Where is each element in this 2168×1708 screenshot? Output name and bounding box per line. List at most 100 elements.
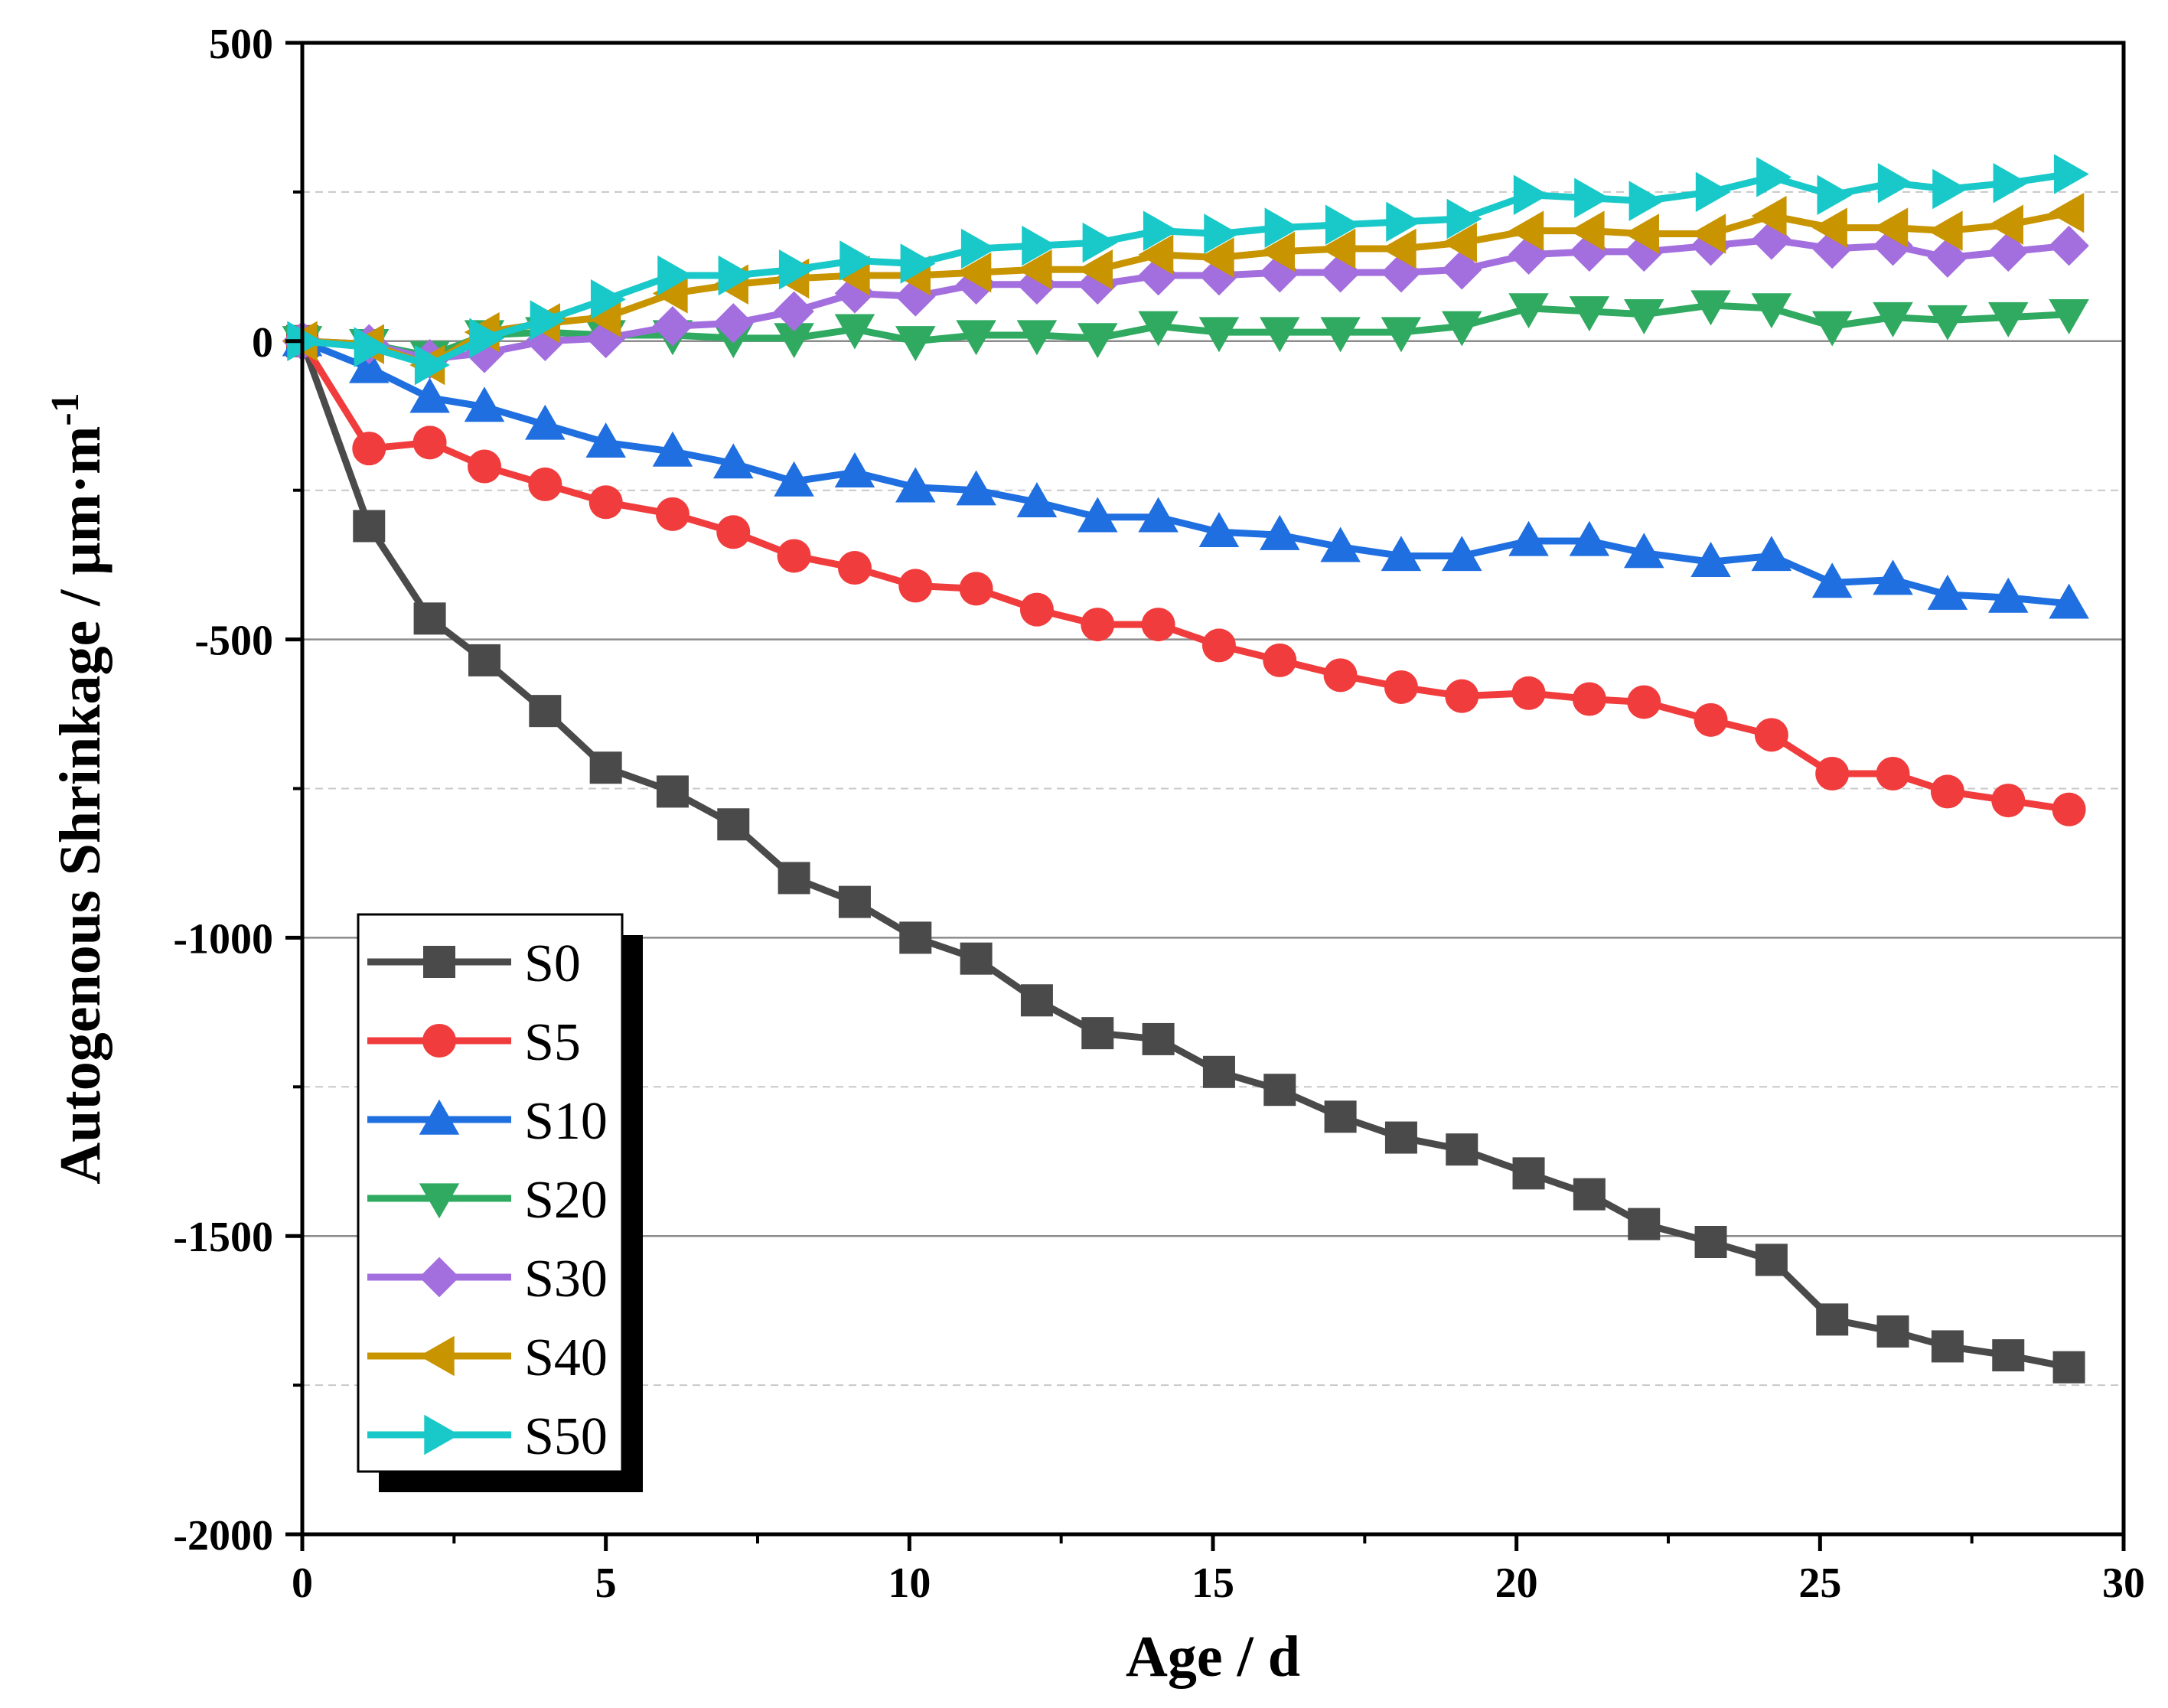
legend-box	[357, 913, 624, 1473]
y-tick-label: -1500	[173, 1214, 273, 1261]
data-point-S0	[1263, 1074, 1296, 1107]
data-point-S0	[656, 775, 689, 808]
data-point-S10	[2049, 583, 2089, 619]
data-point-S10	[1624, 533, 1664, 569]
legend-item-S40: S40	[367, 1328, 608, 1387]
data-point-S0	[353, 510, 386, 543]
legend-item-S30: S30	[367, 1250, 608, 1309]
data-point-S10	[525, 404, 566, 440]
data-point-S30	[774, 291, 814, 332]
y-axis-title: Autogenous Shrinkage / μm·m-1	[44, 393, 112, 1184]
legend-label: S30	[524, 1250, 608, 1309]
data-point-S20	[834, 314, 875, 350]
y-tick-label: 0	[252, 319, 273, 367]
data-point-S50	[1204, 214, 1240, 254]
data-point-S40	[1198, 237, 1234, 278]
legend-label: S10	[524, 1092, 608, 1151]
data-point-S20	[1260, 317, 1300, 353]
data-point-S40	[1751, 195, 1787, 236]
data-point-S50	[354, 327, 390, 367]
data-point-S5	[1263, 643, 1297, 677]
data-point-S5	[2052, 792, 2086, 826]
data-point-S5	[588, 485, 623, 520]
data-point-S20	[774, 323, 814, 359]
data-point-S0	[2052, 1351, 2085, 1384]
x-tick-label: 30	[2102, 1560, 2145, 1607]
data-point-S0	[468, 644, 500, 676]
data-point-S10	[349, 347, 390, 383]
data-point-S50	[657, 255, 693, 296]
data-point-S10	[713, 443, 754, 479]
legend-marker	[419, 1335, 455, 1377]
legend-marker	[419, 1183, 460, 1219]
data-point-S10	[1569, 520, 1610, 556]
data-point-S50	[1756, 157, 1792, 197]
data-point-S5	[1445, 679, 1479, 713]
legend: S0 S5 S10 S20 S30 S40 S50	[357, 913, 643, 1492]
legend-label: S50	[524, 1407, 608, 1466]
legend-marker	[422, 1024, 456, 1058]
legend-marker	[419, 1257, 460, 1298]
data-point-S10	[1690, 542, 1731, 577]
data-point-S5	[1572, 682, 1606, 716]
data-point-S10	[774, 461, 814, 497]
x-tick-label: 5	[595, 1560, 617, 1607]
data-point-S5	[1201, 628, 1236, 663]
data-point-S0	[1202, 1055, 1235, 1088]
legend-marker	[424, 1414, 460, 1455]
data-point-S0	[1816, 1303, 1849, 1336]
data-point-S0	[529, 695, 562, 728]
legend-items: S0 S5 S10 S20 S30 S40 S50	[367, 934, 608, 1466]
data-point-S0	[960, 942, 993, 975]
data-point-S50	[1082, 222, 1118, 263]
data-point-S50	[1932, 168, 1968, 210]
legend-label: S0	[524, 934, 581, 993]
legend-item-S10: S10	[367, 1092, 608, 1151]
data-point-S20	[2049, 299, 2089, 334]
data-point-S0	[899, 921, 932, 954]
data-point-S10	[1442, 536, 1482, 572]
x-tick-label: 0	[292, 1560, 313, 1607]
data-point-S50	[1022, 225, 1058, 266]
data-point-S5	[468, 449, 501, 484]
data-point-S0	[1446, 1133, 1478, 1166]
data-point-S40	[1442, 222, 1477, 263]
data-point-S20	[1138, 311, 1179, 347]
data-point-S40	[2049, 192, 2085, 233]
data-point-S50	[1695, 171, 1731, 213]
data-point-S50	[1993, 162, 2029, 204]
x-axis-title: Age / d	[1126, 1625, 1300, 1689]
data-point-S0	[1876, 1315, 1909, 1348]
data-point-S10	[1320, 526, 1361, 562]
data-point-S50	[1817, 174, 1853, 216]
data-point-S20	[1077, 323, 1118, 359]
data-point-S20	[895, 326, 936, 362]
data-point-S50	[718, 255, 754, 296]
data-point-S30	[652, 306, 693, 347]
data-point-S50	[1877, 162, 1913, 204]
data-point-S5	[716, 515, 751, 549]
data-point-S40	[1927, 210, 1963, 251]
x-tick-label: 25	[1798, 1560, 1841, 1607]
data-point-S50	[414, 344, 450, 386]
data-point-S5	[1511, 676, 1546, 710]
data-point-S20	[1198, 317, 1240, 353]
data-point-S5	[1876, 757, 1910, 791]
data-point-S0	[1324, 1100, 1357, 1133]
data-point-S10	[895, 467, 936, 503]
data-point-S5	[837, 551, 872, 585]
data-point-S50	[2053, 154, 2089, 194]
y-tick-label: -500	[194, 618, 273, 665]
data-point-S10	[652, 431, 693, 467]
data-point-S10	[585, 422, 626, 458]
data-point-S5	[1081, 608, 1115, 642]
data-point-S5	[352, 432, 386, 466]
data-point-S40	[1260, 231, 1295, 272]
data-point-S10	[1811, 562, 1853, 598]
data-point-S50	[1264, 207, 1300, 248]
data-point-S20	[1442, 311, 1482, 347]
data-point-S0	[1931, 1330, 1964, 1363]
y-tick-label: 500	[209, 21, 273, 68]
data-point-S10	[1873, 559, 1913, 595]
data-point-S20	[1508, 293, 1549, 329]
